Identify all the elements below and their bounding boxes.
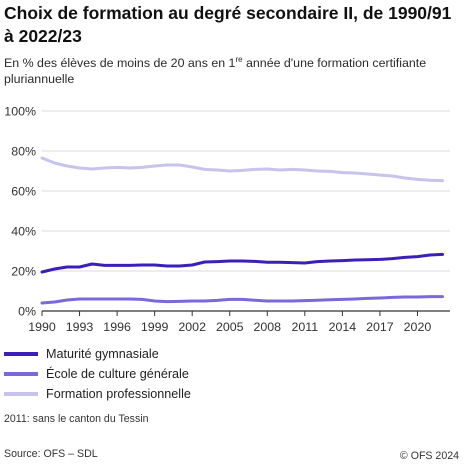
legend-label-ecole-culture-generale: École de culture générale [46,367,189,381]
legend-swatch-formation-professionnelle [4,392,38,396]
y-tick-label: 60% [11,185,36,199]
chart-title: Choix de formation au degré secondaire I… [4,3,452,46]
y-tick-label: 0% [18,305,36,319]
legend-label-formation-professionnelle: Formation professionnelle [46,387,191,401]
y-tick-label: 40% [11,225,36,239]
series-lines [40,156,444,305]
x-tick-label: 2002 [178,320,206,334]
x-tick-label: 2005 [216,320,244,334]
legend-swatch-ecole-culture-generale [4,372,38,376]
x-tick-label: 2014 [329,320,357,334]
x-tick-label: 2017 [366,320,394,334]
legend-swatch-maturite [4,352,38,356]
x-tick-label: 2008 [253,320,281,334]
source-text: Source: OFS – SDL [4,448,98,460]
y-axis-ticks: 0% 20% 40% 60% 80% 100% [4,105,36,319]
series-line-2 [40,156,444,183]
y-tick-label: 80% [11,145,36,159]
series-line-0 [40,252,444,274]
line-chart: 0% 20% 40% 60% 80% 100% 1990 1993 1996 1999 2002 2… [4,105,450,334]
subtitle-text-end: année d'une formation certifiante pluria… [4,56,427,86]
legend: Maturité gymnasiale École de culture gén… [4,344,191,404]
series-line-1 [40,295,444,305]
subtitle-superscript: re [235,54,243,64]
chart-subtitle: En % des élèves de moins de 20 ans en 1r… [4,55,434,87]
copyright-icon: © [399,450,408,462]
x-tick-label: 2020 [404,320,432,334]
y-tick-label: 20% [11,265,36,279]
subtitle-text-start: En % des élèves de moins de 20 ans en 1 [4,56,236,70]
y-tick-label: 100% [4,105,36,119]
grid-lines [42,110,450,312]
legend-item-formation-professionnelle: Formation professionnelle [4,384,191,404]
legend-item-maturite: Maturité gymnasiale [4,344,191,364]
legend-item-ecole-culture-generale: École de culture générale [4,364,191,384]
chart-note: 2011: sans le canton du Tessin [4,413,149,425]
x-tick-label: 1999 [141,320,169,334]
copyright-text: OFS 2024 [410,450,459,462]
copyright: © OFS 2024 [400,448,459,464]
x-tick-label: 1993 [66,320,94,334]
footer: Source: OFS – SDL © OFS 2024 [4,448,459,464]
x-tick-label: 2011 [291,320,318,334]
x-tick-label: 1996 [103,320,131,334]
legend-label-maturite: Maturité gymnasiale [46,347,159,361]
x-tick-label: 1990 [28,320,56,334]
x-axis: 1990 1993 1996 1999 2002 2005 2008 2011 2014 2017… [28,311,431,334]
